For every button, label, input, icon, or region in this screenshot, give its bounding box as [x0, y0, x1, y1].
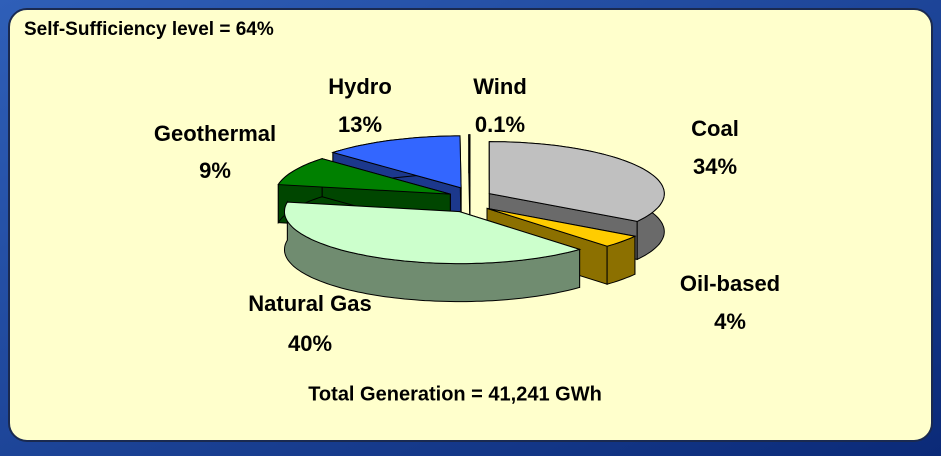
chart-title: Self-Sufficiency level = 64% [24, 19, 274, 40]
category-label: Coal [691, 116, 739, 141]
slice [468, 134, 471, 187]
slice [486, 207, 637, 247]
value-label: 34% [693, 154, 737, 179]
value-label: 40% [288, 331, 332, 356]
category-label: Oil-based [680, 271, 780, 296]
annotation: Total Generation = 41,241 GWh [308, 383, 602, 405]
slice-group [284, 200, 582, 303]
value-label: 13% [338, 112, 382, 137]
category-label: Geothermal [154, 121, 276, 146]
category-label: Wind [473, 74, 527, 99]
slice [488, 141, 665, 222]
slice [277, 158, 451, 195]
pie [277, 134, 665, 303]
value-label: 9% [199, 158, 231, 183]
slice [284, 201, 582, 265]
value-label: 0.1% [475, 112, 525, 137]
category-label: Natural Gas [248, 291, 372, 316]
slice-group [468, 134, 471, 225]
slice [331, 135, 462, 189]
category-label: Hydro [328, 74, 392, 99]
value-label: 4% [714, 309, 746, 334]
